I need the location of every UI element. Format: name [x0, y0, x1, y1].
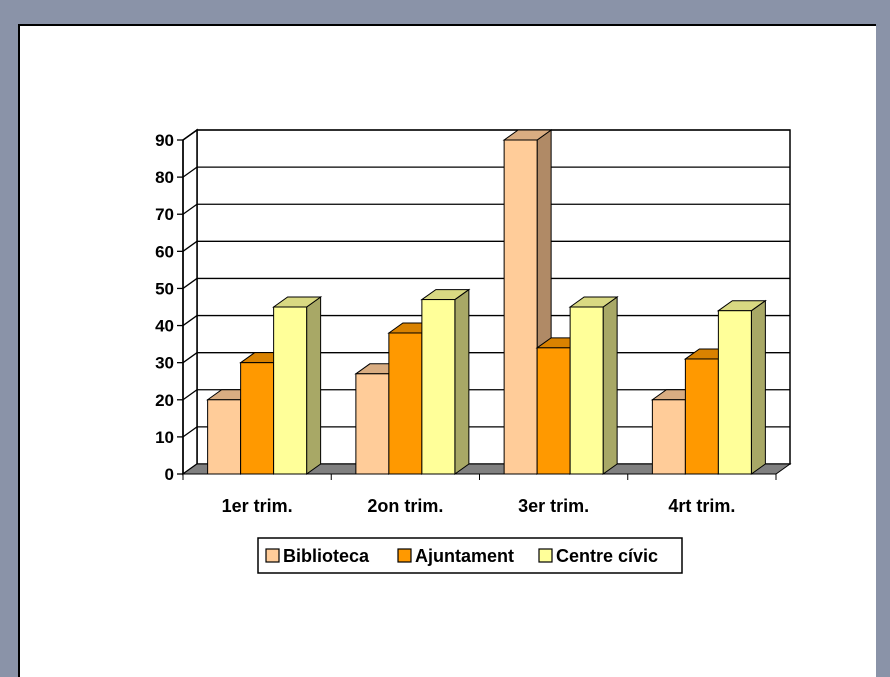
bar-front	[503, 139, 538, 475]
bar	[716, 299, 767, 475]
bar-front	[684, 358, 719, 475]
y-tick-label: 20	[155, 391, 174, 410]
bar-front	[273, 306, 308, 475]
legend-swatch	[538, 548, 553, 563]
x-tick-label: 2on trim.	[367, 496, 443, 516]
y-tick-label: 60	[155, 242, 174, 261]
legend-label: Biblioteca	[283, 546, 370, 566]
x-tick-label: 1er trim.	[222, 496, 293, 516]
bar	[420, 288, 471, 475]
bar-front	[536, 347, 571, 475]
bar-front	[355, 373, 390, 475]
y-tick-label: 40	[155, 317, 174, 336]
bar-side	[454, 288, 470, 475]
y-tick-label: 10	[155, 428, 174, 447]
legend-label: Centre cívic	[556, 546, 658, 566]
legend-item: Biblioteca	[265, 546, 370, 566]
bar-front	[207, 399, 242, 475]
bar-front	[717, 310, 752, 475]
legend-swatch	[397, 548, 412, 563]
y-tick-label: 90	[155, 131, 174, 150]
gridline-diagonal	[182, 426, 198, 438]
gridline-diagonal	[182, 166, 198, 178]
bar-side	[750, 299, 766, 475]
y-axis-ticks: 0 10 20 30 40 50 60 70 80 90	[155, 131, 184, 484]
legend-item: Ajuntament	[397, 546, 514, 566]
side-wall	[182, 128, 198, 476]
gridline-diagonal	[182, 203, 198, 215]
bar-front	[240, 362, 275, 475]
bar	[272, 296, 323, 475]
legend: Biblioteca Ajuntament Centre cívic	[257, 537, 683, 574]
legend-label: Ajuntament	[415, 546, 514, 566]
bar-front	[569, 306, 604, 475]
y-tick-label: 0	[165, 465, 174, 484]
gridline-diagonal	[182, 352, 198, 364]
gridline-diagonal	[182, 389, 198, 401]
gridline-diagonal	[182, 129, 198, 141]
legend-item: Centre cívic	[538, 546, 658, 566]
bar-front	[651, 399, 686, 475]
gridline-diagonal	[182, 277, 198, 289]
bars	[206, 129, 767, 475]
y-tick-label: 80	[155, 168, 174, 187]
legend-box	[257, 537, 683, 574]
bar	[568, 296, 619, 475]
x-tick-label: 4rt trim.	[668, 496, 735, 516]
bar-side	[602, 296, 618, 475]
x-axis-labels: 1er trim. 2on trim. 3er trim. 4rt trim.	[182, 474, 777, 516]
legend-swatch	[265, 548, 280, 563]
bar-side	[306, 296, 322, 475]
gridline-diagonal	[182, 240, 198, 252]
y-tick-label: 50	[155, 279, 174, 298]
y-tick-label: 70	[155, 205, 174, 224]
bar-front	[388, 332, 423, 475]
x-tick-label: 3er trim.	[518, 496, 589, 516]
bar-front	[421, 299, 456, 475]
y-tick-label: 30	[155, 354, 174, 373]
gridline-diagonal	[182, 315, 198, 327]
